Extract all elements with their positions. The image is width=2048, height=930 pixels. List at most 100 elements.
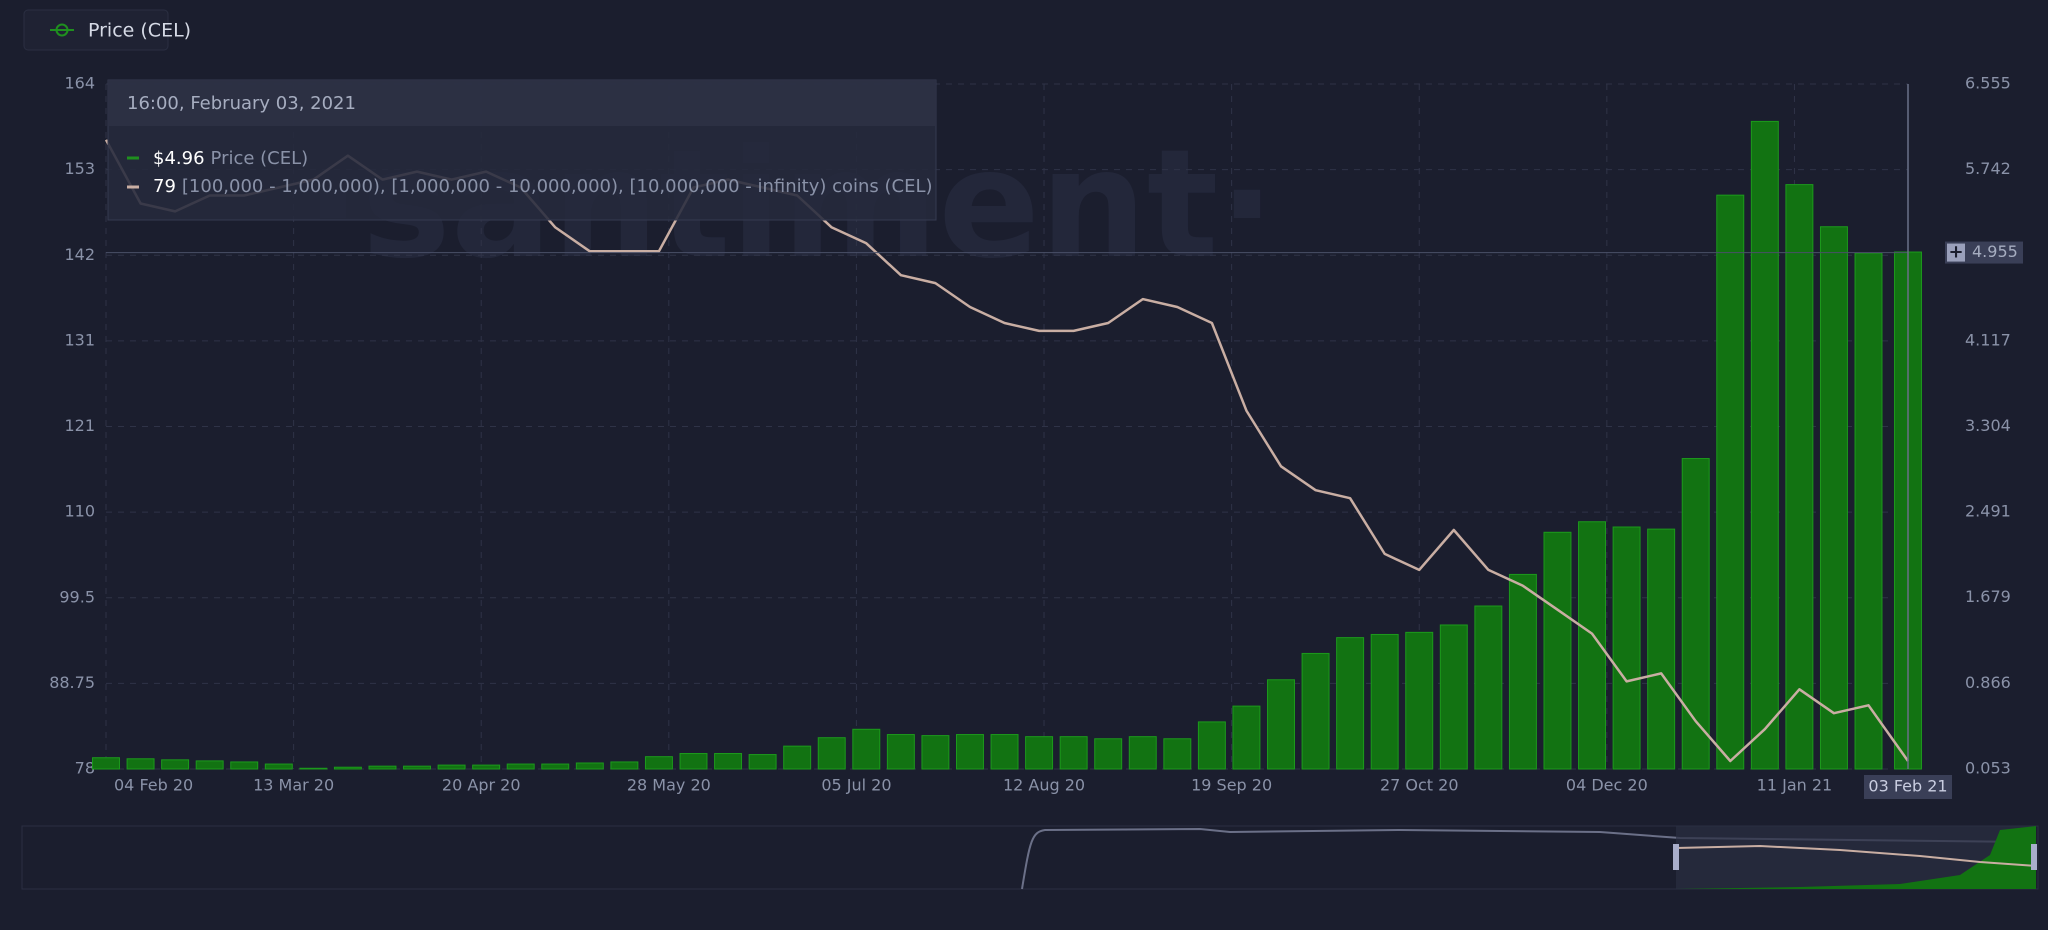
- tooltip-row: $4.96 Price (CEL): [153, 148, 308, 169]
- bar: [1681, 458, 1710, 770]
- bar: [1405, 631, 1434, 770]
- bar: [575, 762, 604, 770]
- bar: [783, 745, 812, 770]
- x-tick-label: 20 Apr 20: [442, 776, 521, 795]
- navigator-line: [1021, 827, 2031, 890]
- bar: [1439, 624, 1468, 770]
- bar: [1370, 633, 1399, 770]
- bar: [1647, 528, 1676, 770]
- bar: [714, 753, 743, 770]
- y2-tick-label: 1.679: [1965, 587, 2011, 606]
- bar: [92, 757, 120, 770]
- bar: [1819, 226, 1848, 770]
- bar: [644, 756, 673, 770]
- tooltip-title: 16:00, February 03, 2021: [127, 93, 356, 114]
- navigator-area: [1676, 826, 2036, 889]
- navigator-line: [1675, 844, 2037, 867]
- y-tick-label: 131: [64, 330, 95, 349]
- x-tick-label: 04 Feb 20: [114, 776, 193, 795]
- bar: [886, 734, 915, 770]
- y2-tick-label: 5.742: [1965, 159, 2011, 178]
- bar: [1301, 652, 1330, 770]
- bar: [368, 765, 397, 770]
- tooltip-name: [100,000 - 1,000,000), [1,000,000 - 10,0…: [182, 176, 933, 197]
- y-tick-label: 153: [64, 159, 95, 178]
- bar: [679, 753, 708, 770]
- x-tick-label: 04 Dec 20: [1566, 776, 1648, 795]
- crosshair-label: 4.955: [1972, 242, 2018, 261]
- bar: [1163, 738, 1192, 770]
- crosshair-plus-sign: +: [1948, 242, 1963, 263]
- y-tick-label: 164: [64, 74, 95, 93]
- bar: [748, 754, 777, 770]
- bar: [852, 728, 881, 770]
- bar: [1750, 120, 1779, 770]
- tooltip-name: Price (CEL): [211, 148, 309, 169]
- navigator[interactable]: [21, 825, 2039, 890]
- bar: [1474, 605, 1503, 770]
- y2-tick-label: 0.053: [1965, 759, 2011, 778]
- x-tick-label: 12 Aug 20: [1003, 776, 1085, 795]
- x-tick-label: 11 Jan 21: [1757, 776, 1833, 795]
- y-tick-label: 88.75: [49, 673, 95, 692]
- y-tick-label: 142: [64, 245, 95, 264]
- y-tick-label: 110: [64, 502, 95, 521]
- bar: [817, 737, 846, 770]
- tooltip-value: 79: [153, 176, 176, 197]
- bar: [1716, 194, 1745, 770]
- bar: [506, 763, 535, 770]
- crosshair-x-label-bg: [1864, 775, 1952, 799]
- tooltip: 16:00, February 03, 2021 $4.96 Price (CEL…: [107, 79, 937, 221]
- bar: [195, 760, 224, 770]
- bar: [472, 764, 501, 770]
- bar: [299, 767, 328, 770]
- bar: [990, 734, 1019, 770]
- crosshair-plus: [1947, 243, 1965, 262]
- tooltip-row: 79 [100,000 - 1,000,000), [1,000,000 - 10…: [153, 176, 933, 197]
- y-tick-label: 121: [64, 416, 95, 435]
- bar: [541, 763, 570, 770]
- bar: [161, 759, 190, 770]
- bar: [1232, 705, 1261, 770]
- x-tick-label: 19 Sep 20: [1191, 776, 1272, 795]
- bar: [1543, 531, 1572, 770]
- bar: [1128, 736, 1157, 770]
- x-tick-label: 28 May 20: [627, 776, 711, 795]
- bar: [955, 734, 984, 770]
- bar: [1094, 738, 1123, 770]
- bar: [1267, 679, 1295, 770]
- x-tick-label: 13 Mar 20: [253, 776, 334, 795]
- bar: [126, 758, 155, 770]
- bar: [264, 763, 293, 770]
- y-tick-label: 78: [75, 759, 95, 778]
- bar: [1025, 736, 1054, 770]
- bar: [1197, 721, 1226, 770]
- bar: [1508, 573, 1537, 770]
- y2-tick-label: 0.866: [1965, 673, 2011, 692]
- navigator-handle[interactable]: [2031, 844, 2037, 870]
- bar: [230, 761, 259, 770]
- y-tick-label: 99.5: [59, 587, 95, 606]
- bar: [610, 761, 639, 770]
- crosshair-x-label: 03 Feb 21: [1868, 777, 1947, 796]
- bar: [1059, 736, 1088, 770]
- x-tick-label: 05 Jul 20: [821, 776, 891, 795]
- tooltip-header: [108, 80, 936, 126]
- bar: [1854, 252, 1883, 770]
- bar: [403, 765, 432, 770]
- bar: [1336, 637, 1365, 770]
- y2-tick-label: 3.304: [1965, 416, 2011, 435]
- bar: [921, 735, 950, 770]
- tooltip-value: $4.96: [153, 148, 205, 169]
- x-tick-label: 27 Oct 20: [1380, 776, 1459, 795]
- navigator-handle[interactable]: [1673, 844, 1679, 870]
- y2-tick-label: 6.555: [1965, 74, 2011, 93]
- bar: [1785, 184, 1814, 770]
- legend-box[interactable]: [23, 9, 169, 51]
- bar: [1612, 526, 1641, 770]
- y2-tick-label: 4.117: [1965, 330, 2011, 349]
- bar: [437, 764, 466, 770]
- bar: [333, 766, 362, 770]
